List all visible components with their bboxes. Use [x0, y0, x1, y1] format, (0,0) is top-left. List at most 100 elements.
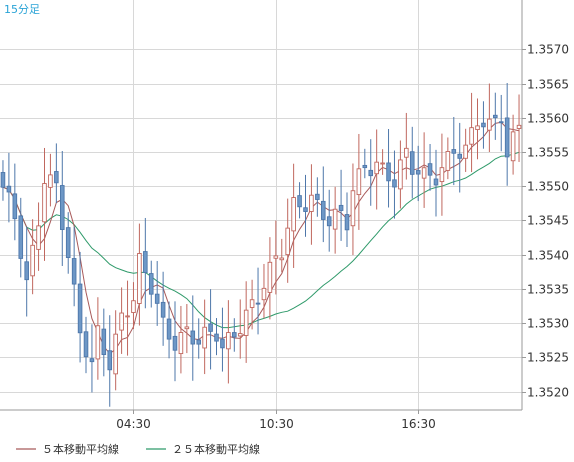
- candle: [326, 189, 332, 252]
- candle: [498, 94, 504, 152]
- candle: [36, 202, 41, 271]
- candle-body: [510, 131, 516, 162]
- ma25-path: [2, 151, 520, 329]
- candle-body: [178, 332, 184, 355]
- y-tick-label: 1.3565: [527, 78, 569, 92]
- candle-body: [439, 167, 445, 183]
- candle: [433, 149, 439, 217]
- candle-body: [362, 164, 368, 169]
- candle: [415, 145, 421, 202]
- candle-body: [172, 335, 178, 351]
- candle-body: [356, 168, 362, 196]
- timeframe-label: 15分足: [4, 3, 40, 16]
- y-tick-label: 1.3530: [527, 317, 569, 331]
- candle: [125, 280, 130, 356]
- candle-body: [469, 127, 474, 145]
- candle-body: [338, 204, 344, 211]
- candle: [243, 281, 249, 363]
- candle-body: [202, 326, 207, 349]
- candle: [65, 212, 71, 274]
- candle: [42, 147, 47, 261]
- candle-body: [184, 326, 190, 330]
- candle-body: [166, 318, 172, 340]
- candle: [309, 164, 314, 245]
- candle-body: [320, 200, 326, 220]
- candle-body: [273, 255, 279, 259]
- candle: [101, 308, 107, 377]
- candle: [487, 83, 492, 153]
- candle: [315, 177, 320, 217]
- candle: [303, 174, 308, 237]
- candle-body: [42, 183, 47, 223]
- candle-body: [71, 258, 77, 285]
- candle: [516, 94, 522, 162]
- candle-body: [113, 333, 118, 375]
- candle: [404, 112, 409, 180]
- y-tick-label: 1.3525: [527, 351, 569, 365]
- candle-body: [350, 190, 356, 227]
- candle-body: [279, 257, 285, 261]
- candle: [463, 128, 468, 172]
- candle: [208, 289, 213, 370]
- candle-body: [143, 251, 148, 274]
- candle-body: [285, 227, 290, 256]
- y-tick-label: 1.3560: [527, 112, 569, 126]
- candle-body: [261, 287, 267, 301]
- candle-body: [232, 332, 237, 338]
- candle: [137, 223, 142, 326]
- y-tick-label: 1.3555: [527, 146, 569, 160]
- candle-body: [12, 193, 18, 220]
- candle-body: [475, 125, 480, 131]
- candle: [279, 238, 285, 273]
- candle: [143, 217, 148, 309]
- candle: [154, 261, 160, 326]
- candle: [273, 220, 279, 295]
- candle-body: [154, 293, 160, 304]
- candle-body: [498, 121, 504, 124]
- candle-body: [0, 172, 6, 188]
- candle-body: [291, 197, 296, 232]
- candle-body: [404, 147, 409, 158]
- candle-body: [226, 332, 231, 350]
- candle: [12, 163, 18, 241]
- candle: [59, 150, 65, 266]
- candle: [374, 129, 379, 210]
- candle-body: [148, 273, 154, 295]
- candle: [131, 282, 136, 330]
- candle: [421, 132, 427, 208]
- candle-body: [36, 225, 41, 250]
- x-tick-label: 16:30: [401, 417, 436, 431]
- candle-body: [374, 161, 379, 175]
- candle-body: [137, 253, 142, 304]
- candle: [297, 182, 302, 219]
- candle-body: [190, 330, 196, 345]
- candle: [356, 133, 362, 230]
- candle-body: [125, 315, 130, 318]
- candle-body: [249, 299, 255, 308]
- candle-body: [255, 302, 261, 305]
- candle-body: [95, 325, 101, 360]
- candle-body: [427, 163, 433, 176]
- candle: [226, 300, 231, 384]
- candle-body: [380, 162, 385, 165]
- candle-body: [392, 179, 397, 188]
- candle: [113, 310, 118, 391]
- candle: [237, 299, 243, 359]
- candle: [439, 133, 445, 216]
- y-tick-label: 1.3570: [527, 43, 569, 57]
- candle: [255, 267, 261, 335]
- candle: [0, 160, 6, 201]
- candle: [184, 304, 190, 354]
- candle-body: [107, 350, 113, 371]
- candle: [475, 98, 480, 160]
- candle-body: [119, 312, 124, 331]
- candle: [445, 137, 451, 180]
- candle-body: [463, 144, 468, 159]
- legend-ma5-label: ５本移動平均線: [42, 442, 119, 456]
- candle-body: [196, 339, 202, 345]
- candle: [380, 149, 385, 175]
- candle: [493, 92, 498, 140]
- candle-body: [398, 159, 403, 190]
- candle: [196, 318, 202, 359]
